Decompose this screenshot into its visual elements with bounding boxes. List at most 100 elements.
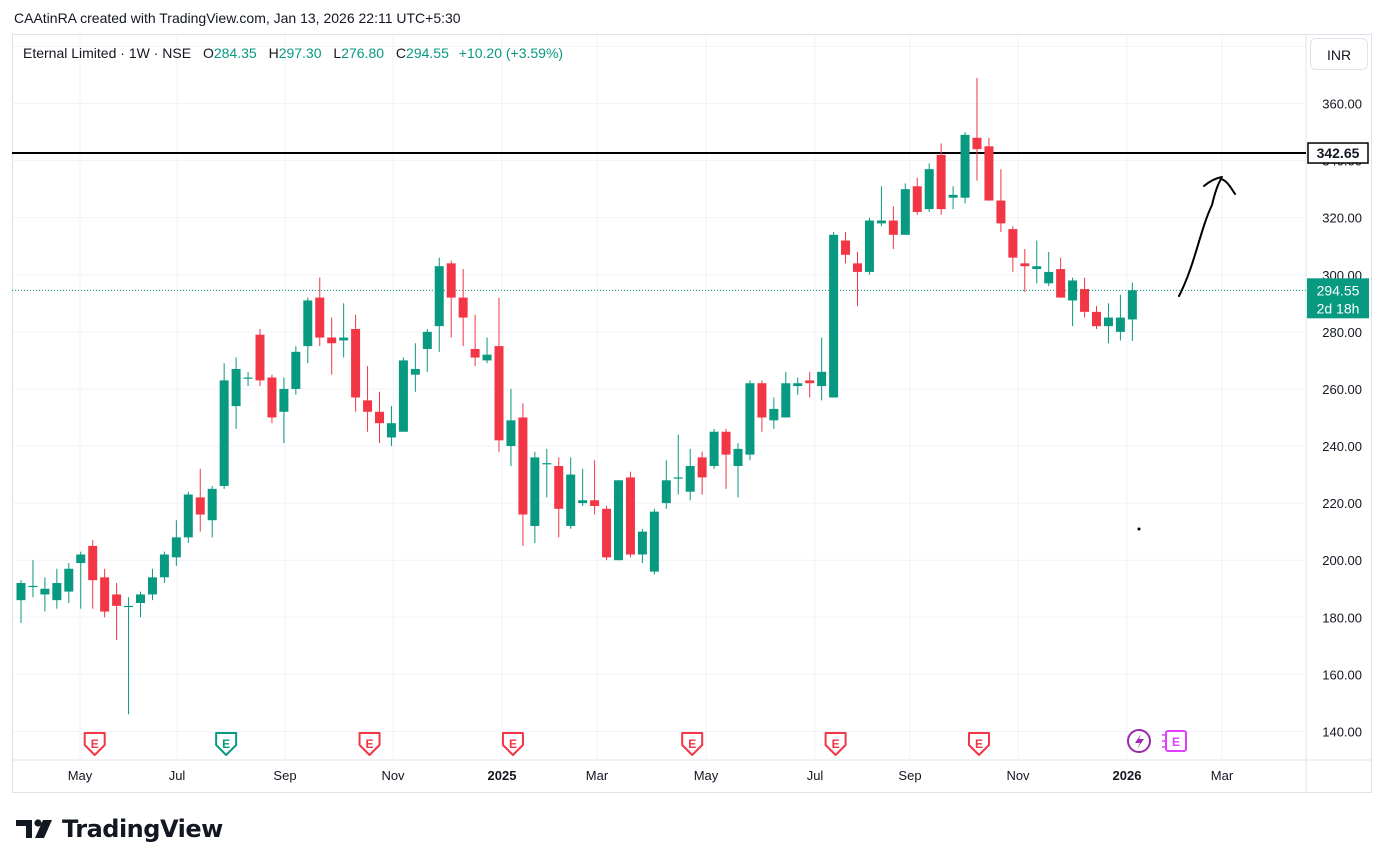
candle-body xyxy=(375,411,384,424)
high-value: 297.30 xyxy=(278,45,322,61)
bolt-glyph xyxy=(1135,734,1144,749)
earnings-marker[interactable]: E xyxy=(824,732,847,756)
earnings-marker[interactable]: E xyxy=(968,732,990,756)
candle-body xyxy=(853,263,862,272)
y-tick-label: 260.00 xyxy=(1322,382,1362,397)
price-axis: 140.00 160.00 180.00 200.00 220.00 240.00 260.… xyxy=(1307,39,1369,739)
x-tick-label: Nov xyxy=(381,768,405,783)
candle-body xyxy=(936,154,946,210)
candle-body xyxy=(1115,317,1125,332)
candle-body xyxy=(52,583,62,601)
currency-button[interactable]: INR xyxy=(1310,38,1368,70)
last-price-badge xyxy=(1307,278,1369,319)
candle-body xyxy=(960,134,970,198)
candle-body xyxy=(267,377,277,418)
candle-body xyxy=(649,511,659,572)
last-price-label: 294.55 xyxy=(1317,282,1360,298)
open-label: O xyxy=(202,45,214,61)
candle-body xyxy=(88,545,98,581)
low-label: L xyxy=(333,45,342,61)
candle-body xyxy=(757,383,767,418)
x-tick-label: May xyxy=(694,768,719,783)
candle-body xyxy=(1103,317,1113,327)
candle-body xyxy=(602,508,612,558)
earnings-marker[interactable]: E xyxy=(501,732,524,756)
earnings-icon xyxy=(358,732,381,756)
y-tick-label: 200.00 xyxy=(1322,553,1362,568)
x-tick-label: May xyxy=(68,768,93,783)
candle-body xyxy=(625,477,635,555)
earnings-marker[interactable]: E xyxy=(358,732,381,756)
candle-body xyxy=(876,220,886,224)
candle-body xyxy=(1032,266,1042,270)
high-label: H xyxy=(268,45,279,61)
earnings-marker[interactable]: E xyxy=(83,732,106,756)
candle-body xyxy=(458,297,468,318)
candle-body xyxy=(661,480,671,504)
candle-body xyxy=(363,400,373,412)
drawing-layer xyxy=(1137,176,1236,531)
time-axis: May Jul Sep Nov 2025 Mar May Jul Sep Nov 2026 Mar xyxy=(68,768,1234,783)
candle-body xyxy=(673,477,683,479)
candle-body xyxy=(829,234,839,398)
earnings-marker[interactable]: E xyxy=(215,732,238,756)
earnings-letter: E xyxy=(688,737,696,751)
candle-body xyxy=(255,334,265,381)
candle-body xyxy=(351,328,361,398)
earnings-letter: E xyxy=(975,737,983,751)
future-earnings-marker[interactable]: E xyxy=(1162,730,1187,752)
candle-body xyxy=(984,146,994,201)
candle-body xyxy=(566,474,576,526)
dividend-marker[interactable] xyxy=(1127,729,1151,753)
candle-body xyxy=(16,583,26,601)
candle-body xyxy=(685,466,695,492)
candle-body xyxy=(781,383,791,418)
future-earnings-icon xyxy=(1165,730,1187,752)
y-tick-label: 220.00 xyxy=(1322,496,1362,511)
candle-body xyxy=(422,331,432,349)
candle-body xyxy=(1020,263,1030,267)
x-tick-label: Mar xyxy=(586,768,609,783)
candle-body xyxy=(100,577,110,612)
candle-body xyxy=(446,263,456,298)
x-tick-label: Nov xyxy=(1006,768,1030,783)
candle-body xyxy=(518,417,528,515)
low-value: 276.80 xyxy=(341,45,385,61)
x-tick-label: Mar xyxy=(1211,768,1234,783)
candle-body xyxy=(434,266,444,327)
candle-body xyxy=(207,488,217,521)
candle-body xyxy=(1080,289,1090,312)
candle-body xyxy=(1068,280,1078,301)
candle-body xyxy=(912,186,922,212)
candle-body xyxy=(578,500,588,504)
change-value: +10.20 (+3.59%) xyxy=(458,45,564,61)
y-tick-label: 140.00 xyxy=(1322,724,1362,739)
candle-body xyxy=(554,466,564,509)
hline-price-badge xyxy=(1307,142,1369,164)
candle-body xyxy=(841,240,851,255)
candle-body xyxy=(697,457,707,478)
earnings-marker[interactable]: E xyxy=(681,732,704,756)
candle-body xyxy=(542,463,552,465)
horizontal-line-layer xyxy=(12,152,1306,291)
open-value: 284.35 xyxy=(213,45,257,61)
candle-body xyxy=(386,423,396,438)
candle-body xyxy=(136,594,145,604)
candle-body xyxy=(231,368,241,407)
candles-layer xyxy=(16,77,1137,715)
candle-body xyxy=(924,169,934,210)
y-tick-label: 320.00 xyxy=(1322,211,1362,226)
candle-body xyxy=(948,194,958,198)
candle-body xyxy=(28,585,38,588)
hand-drawn-arrow-head xyxy=(1203,176,1223,187)
y-tick-label: 180.00 xyxy=(1322,610,1362,625)
y-tick-label: 240.00 xyxy=(1322,439,1362,454)
tradingview-logo[interactable]: TradingView xyxy=(16,815,223,843)
earnings-icon xyxy=(501,732,524,756)
candle-body xyxy=(76,554,86,564)
x-tick-label: 2025 xyxy=(488,768,517,783)
candle-body xyxy=(506,420,516,447)
candle-body xyxy=(398,360,408,432)
